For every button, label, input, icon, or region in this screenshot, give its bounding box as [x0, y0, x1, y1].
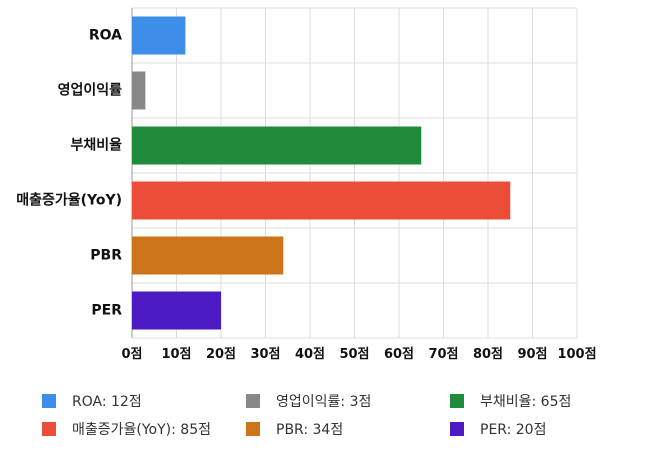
- legend-swatch: [246, 394, 260, 408]
- legend-item: 부채비율: 65점: [450, 392, 630, 410]
- y-tick-label: PER: [91, 303, 122, 319]
- legend-item: PER: 20점: [450, 420, 630, 438]
- x-tick-label: 30점: [250, 347, 280, 362]
- legend-item: 영업이익률: 3점: [246, 392, 450, 410]
- legend-label: PER: 20점: [480, 422, 547, 438]
- bar: [132, 16, 186, 55]
- legend-swatch: [42, 394, 56, 408]
- x-tick-label: 10점: [161, 347, 191, 362]
- legend-item: ROA: 12점: [42, 392, 246, 410]
- legend-item: PBR: 34점: [246, 420, 450, 438]
- bar: [132, 291, 221, 330]
- y-tick-label: 매출증가율(YoY): [16, 192, 122, 209]
- x-tick-label: 100점: [557, 347, 596, 362]
- x-tick-label: 90점: [517, 347, 547, 362]
- legend-swatch: [450, 394, 464, 408]
- legend-swatch: [450, 422, 464, 436]
- legend-label: PBR: 34점: [276, 422, 344, 438]
- bar: [132, 181, 511, 220]
- bar: [132, 126, 422, 165]
- x-tick-label: 70점: [428, 347, 458, 362]
- legend-label: 영업이익률: 3점: [276, 394, 372, 410]
- y-tick-label: 부채비율: [70, 137, 122, 154]
- y-tick-label: 영업이익률: [58, 82, 123, 99]
- y-tick-label: ROA: [89, 28, 122, 44]
- x-tick-label: 80점: [473, 347, 503, 362]
- legend-swatch: [42, 422, 56, 436]
- legend-label: ROA: 12점: [72, 394, 142, 410]
- legend-label: 매출증가율(YoY): 85점: [72, 422, 211, 438]
- x-tick-label: 20점: [206, 347, 236, 362]
- legend-swatch: [246, 422, 260, 436]
- bar: [132, 236, 284, 275]
- legend-item: 매출증가율(YoY): 85점: [42, 420, 246, 438]
- bar: [132, 71, 146, 110]
- x-tick-label: 50점: [339, 347, 369, 362]
- x-tick-label: 60점: [384, 347, 414, 362]
- legend-label: 부채비율: 65점: [480, 394, 572, 410]
- x-tick-label: 0점: [121, 347, 142, 362]
- y-tick-label: PBR: [90, 248, 122, 264]
- x-tick-label: 40점: [295, 347, 325, 362]
